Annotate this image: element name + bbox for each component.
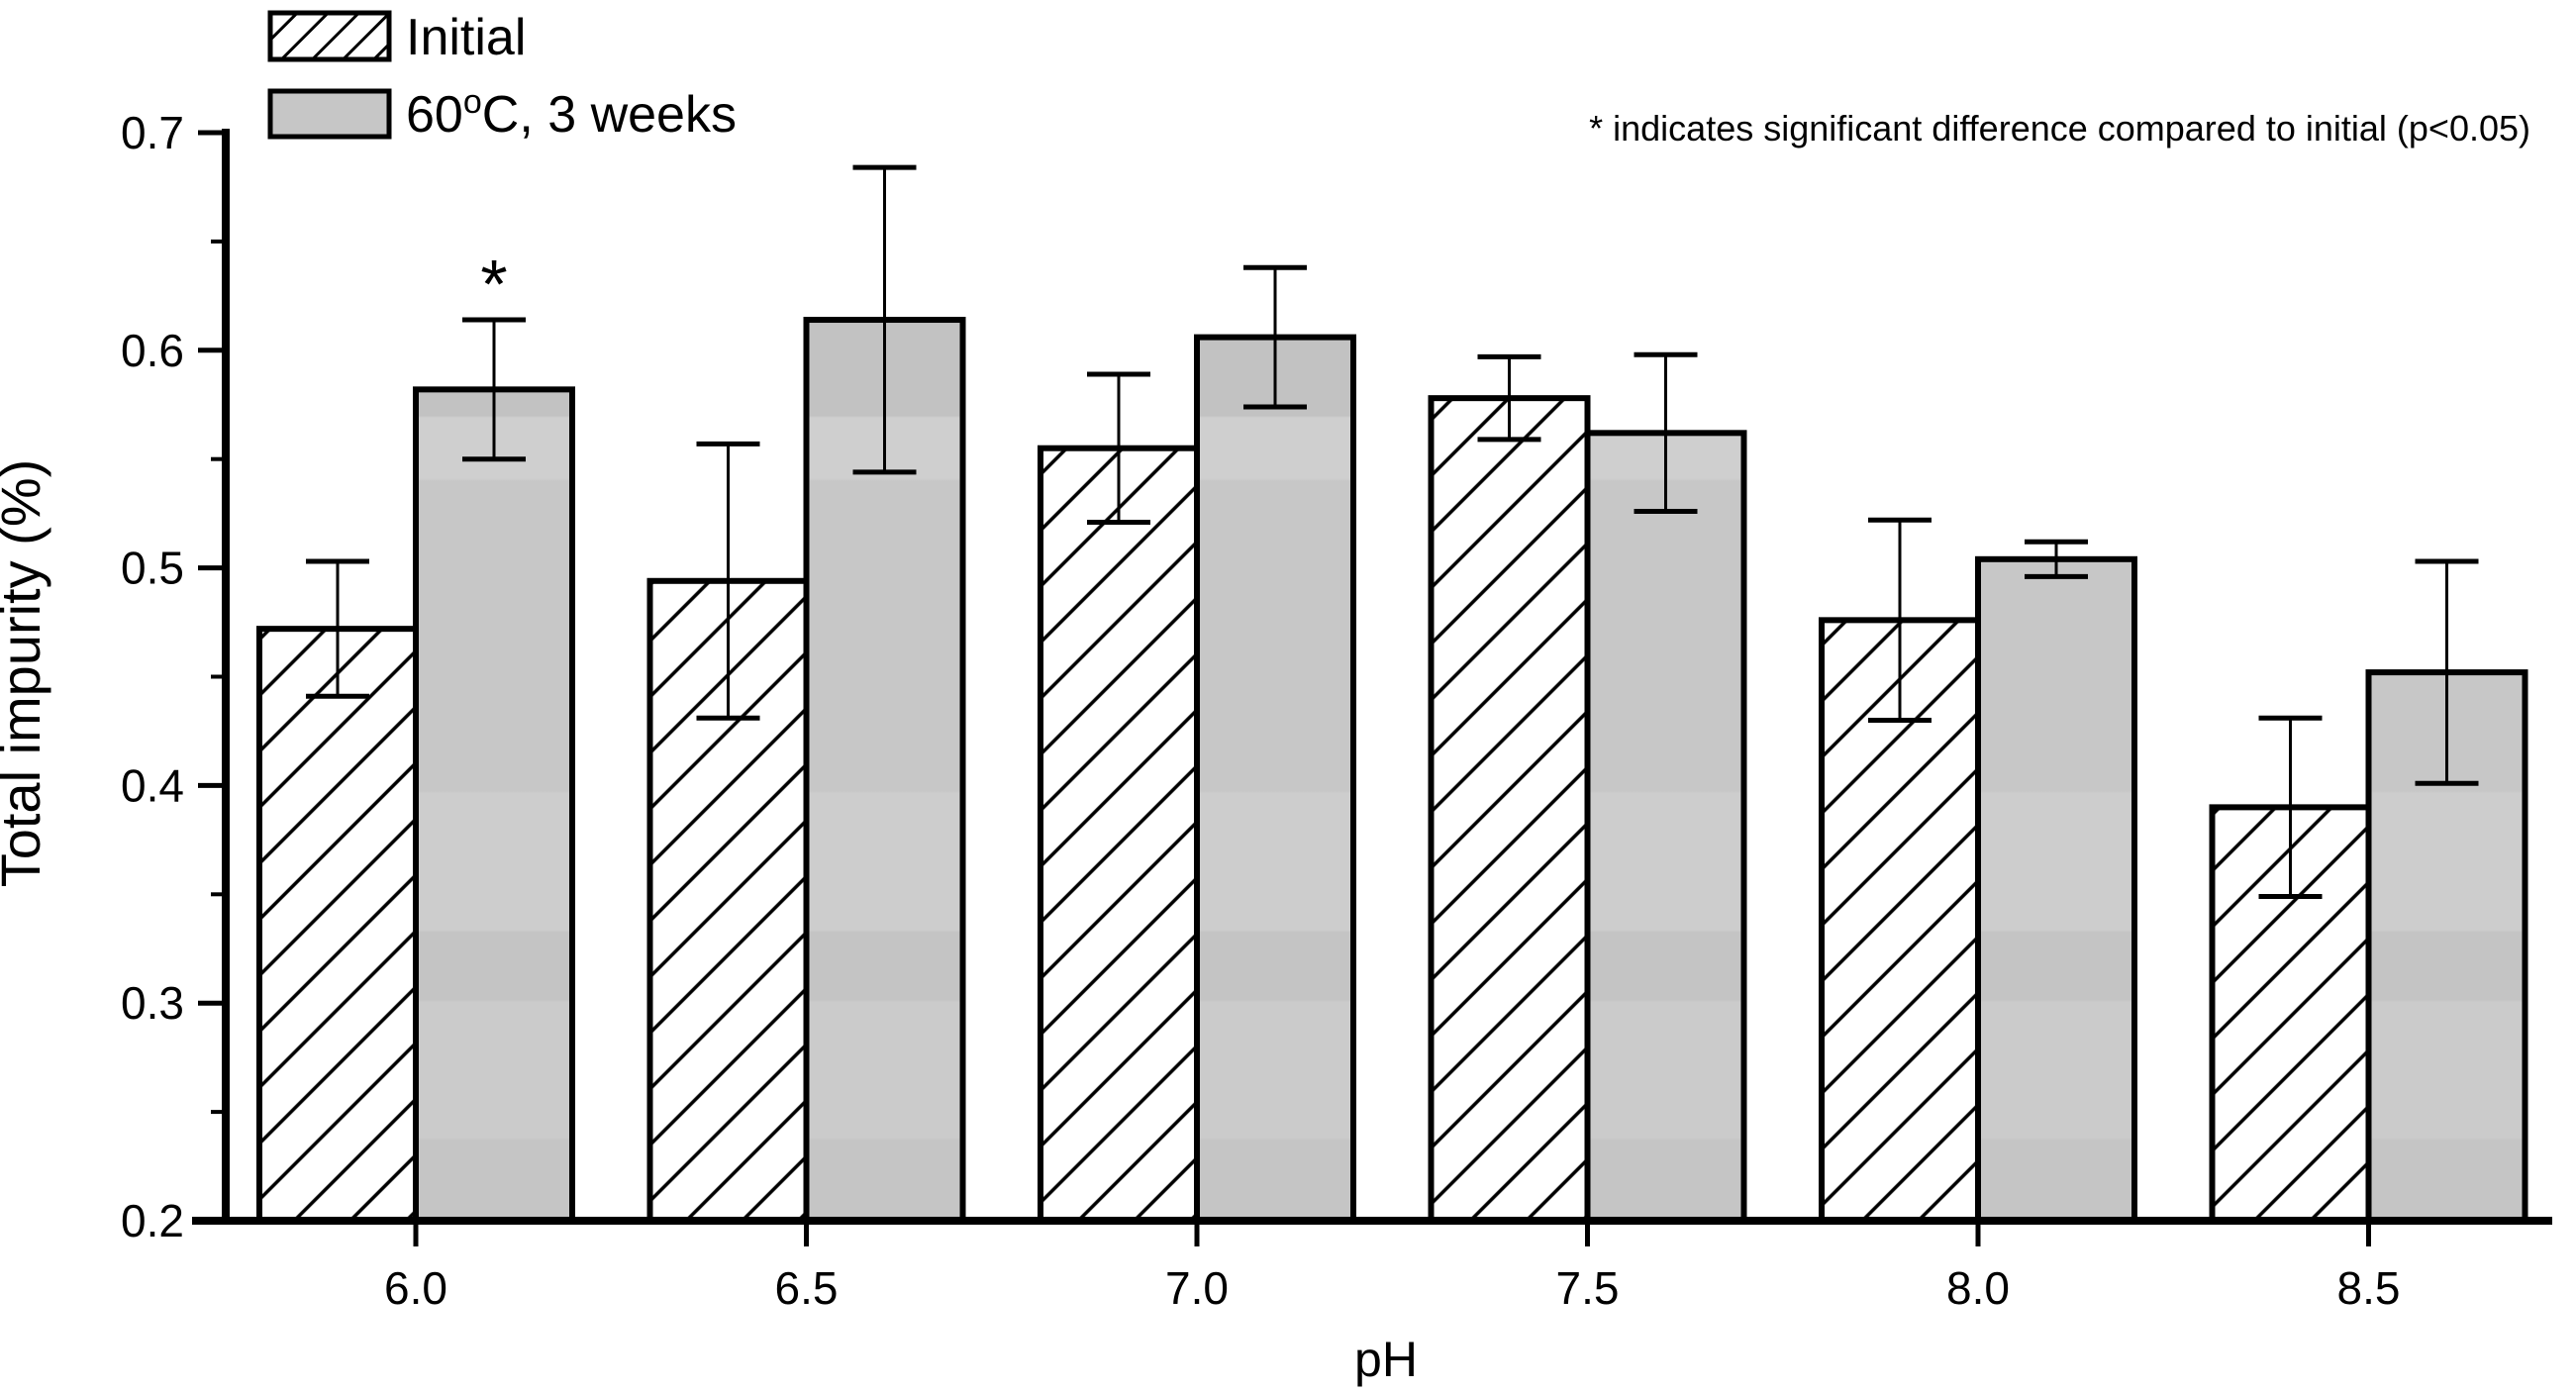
- significance-annotation: * indicates significant difference compa…: [1589, 108, 2530, 149]
- legend-swatch-60c-3-weeks: [267, 88, 392, 140]
- y-tick-label-0.5: 0.5: [121, 543, 184, 594]
- legend-label-initial: Initial: [406, 9, 526, 66]
- bar-60c-3weeks-7.0: [1194, 334, 1356, 1224]
- x-tick-label-7.5: 7.5: [1556, 1262, 1620, 1314]
- bar-60c-3weeks-6.0: [413, 386, 575, 1224]
- y-axis-title: Total impurity (%): [0, 459, 51, 888]
- x-tick-label-6.5: 6.5: [775, 1262, 839, 1314]
- legend-label-60c-pre: 60: [406, 86, 463, 144]
- legend-swatch-initial: [267, 10, 392, 62]
- y-tick-label-0.2: 0.2: [121, 1195, 184, 1246]
- significance-asterisk: *: [480, 246, 507, 323]
- x-tick-label-6.0: 6.0: [384, 1262, 447, 1314]
- bar-initial-7.0: [1038, 445, 1200, 1224]
- bar-60c-3weeks-6.5: [803, 317, 966, 1224]
- bar-initial-7.5: [1428, 395, 1591, 1224]
- bar-60c-3weeks-8.0: [1975, 555, 2137, 1224]
- legend-label-60c-post: C, 3 weeks: [482, 86, 737, 144]
- x-axis-title: pH: [1354, 1332, 1418, 1387]
- bar-60c-3weeks-7.5: [1584, 430, 1747, 1225]
- legend: Initial 60oC, 3 weeks: [267, 9, 737, 144]
- plot-area: * 0.2 0.3 0.4 0.5 0.6 0.7 6.0 6.5 7.0 7.5 8.0 8.5: [121, 107, 2552, 1314]
- x-tick-label-8.5: 8.5: [2337, 1262, 2401, 1314]
- x-tick-label-7.0: 7.0: [1165, 1262, 1229, 1314]
- y-tick-label-0.7: 0.7: [121, 107, 184, 158]
- legend-label-60c-3-weeks: 60oC, 3 weeks: [406, 83, 737, 144]
- y-tick-label-0.6: 0.6: [121, 325, 184, 376]
- y-tick-label-0.4: 0.4: [121, 759, 184, 811]
- bar-initial-6.0: [256, 626, 419, 1224]
- y-tick-label-0.3: 0.3: [121, 977, 184, 1029]
- degree-superscript: o: [463, 83, 482, 121]
- x-tick-label-8.0: 8.0: [1946, 1262, 2010, 1314]
